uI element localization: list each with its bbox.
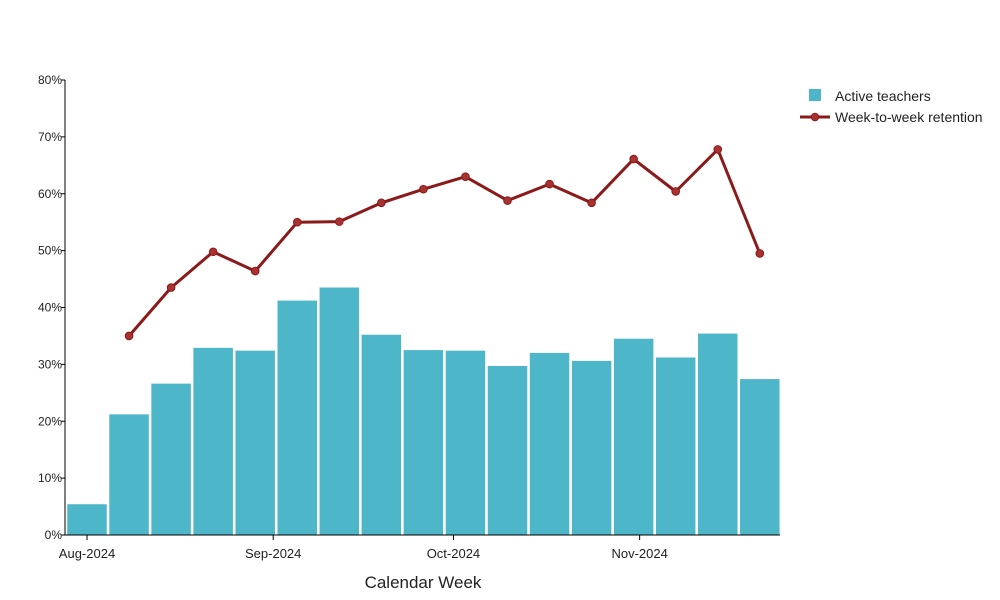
x-tick-label: Sep-2024 (245, 546, 301, 561)
bar (486, 365, 529, 536)
bar (192, 346, 234, 536)
line-point (377, 198, 386, 208)
bar (654, 356, 697, 536)
line-point (166, 283, 176, 292)
legend[interactable]: Active teachers Week-to-week retention (800, 88, 983, 125)
y-tick-label: 60% (38, 187, 62, 201)
line-point (208, 247, 218, 257)
bar (570, 359, 613, 536)
x-tick-label: Nov-2024 (611, 546, 667, 561)
bar (276, 299, 318, 536)
legend-swatch-bars (809, 89, 821, 101)
bar-series (66, 286, 781, 536)
y-tick-label: 70% (38, 130, 62, 144)
y-tick-label: 40% (38, 301, 62, 315)
line-point (461, 172, 470, 181)
bar (150, 382, 192, 536)
bar (402, 349, 445, 536)
bar (108, 413, 150, 536)
line-point (292, 217, 302, 227)
line-point (545, 179, 554, 189)
bar (234, 349, 276, 536)
bar (444, 349, 487, 536)
line-point (713, 145, 723, 154)
bar (697, 332, 739, 536)
y-axis: 0% 10% 20% 30% 40% 50% 60% 70% 80% (38, 73, 66, 542)
line-point (755, 249, 765, 258)
x-axis-title: Calendar Week (365, 573, 482, 592)
line-point (335, 217, 344, 226)
line-point (250, 266, 260, 276)
y-tick-label: 20% (38, 414, 62, 428)
x-tick-label: Aug-2024 (59, 546, 115, 561)
legend-label-bars: Active teachers (835, 88, 931, 104)
line-point (503, 196, 512, 205)
bar (66, 503, 108, 536)
line-point (629, 154, 638, 164)
line-point (671, 187, 681, 196)
line-point (419, 184, 428, 194)
line-point (587, 198, 596, 208)
bar (318, 286, 361, 536)
bar (739, 378, 781, 536)
retention-line (127, 147, 762, 337)
y-tick-label: 0% (45, 528, 63, 542)
legend-swatch-marker (810, 112, 820, 122)
y-tick-label: 30% (38, 357, 62, 371)
y-tick-label: 50% (38, 244, 62, 258)
x-axis: Aug-2024 Sep-2024 Oct-2024 Nov-2024 (59, 534, 780, 561)
x-tick-label: Oct-2024 (427, 546, 480, 561)
y-tick-label: 80% (38, 73, 62, 87)
bar (528, 351, 571, 536)
line-point (124, 331, 134, 341)
legend-label-line: Week-to-week retention (835, 109, 983, 125)
bar (612, 337, 655, 536)
y-tick-label: 10% (38, 471, 62, 485)
line-series (124, 145, 765, 341)
bar (360, 333, 403, 536)
